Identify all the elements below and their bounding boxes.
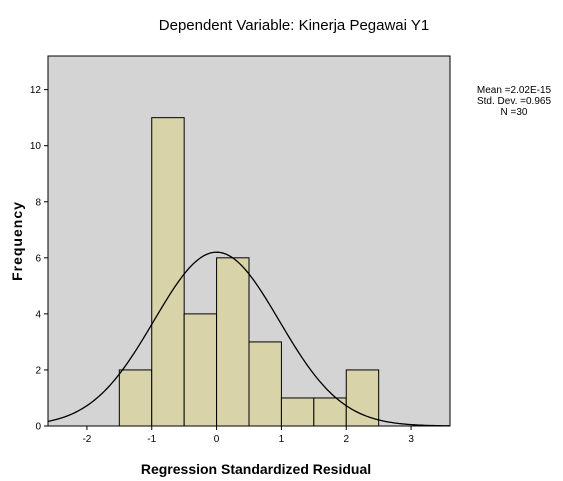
y-tick-label: 6 xyxy=(35,253,41,264)
y-tick-label: 8 xyxy=(35,197,41,208)
histogram-bar xyxy=(280,397,315,427)
stats-box: Mean =2.02E-15 Std. Dev. =0.965 N =30 xyxy=(477,85,552,118)
histogram-bar xyxy=(313,397,347,427)
y-tick-label: 0 xyxy=(35,422,41,433)
x-tick-label: 2 xyxy=(343,434,349,445)
y-tick-label: 10 xyxy=(30,141,42,152)
x-tick-label: -1 xyxy=(147,434,156,445)
y-tick-label: 2 xyxy=(35,365,41,376)
histogram-bar xyxy=(248,341,282,427)
histogram-bar xyxy=(216,257,250,427)
histogram-bar xyxy=(345,369,380,427)
histogram-bar xyxy=(183,313,218,427)
x-tick-label: 3 xyxy=(408,434,414,445)
chart-title: Dependent Variable: Kinerja Pegawai Y1 xyxy=(159,17,429,34)
x-tick-label: 1 xyxy=(279,434,285,445)
x-tick-label: 0 xyxy=(214,434,220,445)
histogram-bar xyxy=(151,117,185,427)
y-tick-label: 4 xyxy=(35,309,41,320)
y-axis-label: Frequency xyxy=(9,201,25,281)
x-tick-label: -2 xyxy=(82,434,91,445)
normal-curve xyxy=(47,251,451,427)
stat-std-dev: Std. Dev. =0.965 xyxy=(477,96,551,107)
histogram-bar xyxy=(118,369,153,427)
x-axis-label: Regression Standardized Residual xyxy=(141,461,371,477)
y-tick-label: 12 xyxy=(30,85,42,96)
bars-layer xyxy=(118,117,380,427)
stat-mean: Mean =2.02E-15 xyxy=(477,85,552,96)
stat-n: N =30 xyxy=(501,107,528,118)
